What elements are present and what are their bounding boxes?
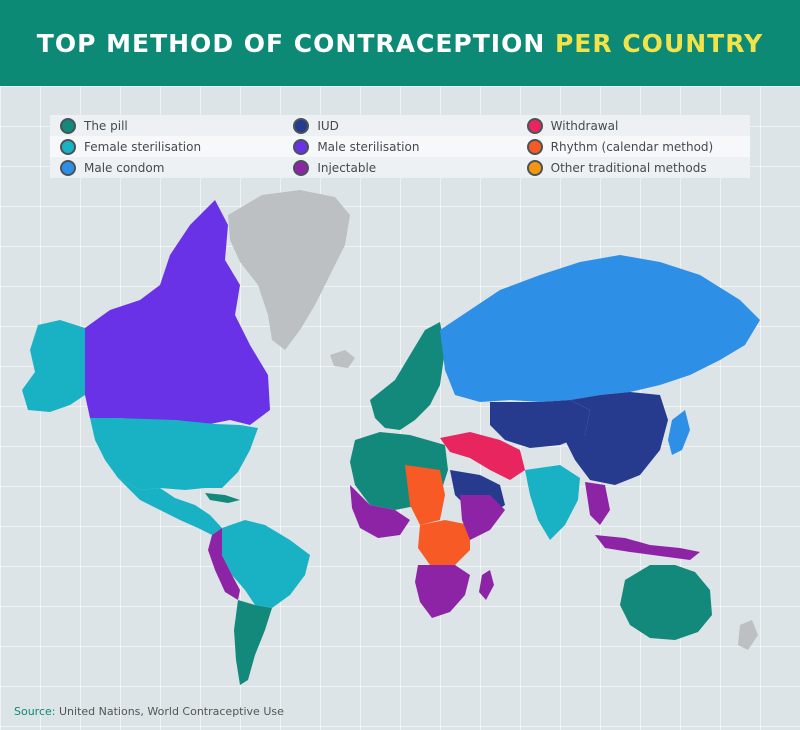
region-horn-of-africa [460, 495, 505, 540]
legend-item-male-sterilisation: Male sterilisation [283, 136, 516, 157]
title-accent: PER COUNTRY [554, 28, 764, 58]
legend-label: The pill [84, 118, 128, 133]
region-brazil [222, 520, 310, 608]
source-credit: Source: United Nations, World Contracept… [14, 705, 284, 718]
legend: The pill IUD Withdrawal Female sterilisa… [50, 115, 750, 178]
legend-item-withdrawal: Withdrawal [517, 115, 750, 136]
legend-label: Injectable [317, 160, 377, 175]
region-new-zealand [738, 620, 758, 650]
region-mexico [118, 478, 222, 535]
region-west-africa [350, 485, 410, 538]
legend-row-background [50, 157, 750, 178]
region-iceland [330, 350, 355, 368]
legend-swatch-withdrawal [526, 117, 543, 134]
legend-item-iud: IUD [283, 115, 516, 136]
legend-row-background [50, 136, 750, 157]
region-madagascar [479, 570, 494, 600]
page-title: TOP METHOD OF CONTRACEPTION PER COUNTRY [37, 29, 763, 58]
legend-item-female-sterilisation: Female sterilisation [50, 136, 283, 157]
legend-item-pill: The pill [50, 115, 283, 136]
region-south-asia [525, 465, 580, 540]
legend-item-injectable: Injectable [283, 157, 516, 178]
legend-swatch-male-condom [60, 159, 76, 176]
region-sahel [405, 465, 445, 525]
region-alaska [22, 320, 85, 412]
legend-label: IUD [317, 118, 339, 133]
source-text: United Nations, World Contraceptive Use [59, 705, 284, 718]
region-greenland [228, 190, 350, 350]
legend-item-male-condom: Male condom [50, 157, 283, 178]
region-caribbean [205, 493, 240, 503]
legend-label: Other traditional methods [550, 160, 707, 175]
region-southern-cone [234, 600, 272, 685]
region-southeast-asia [585, 482, 610, 525]
region-japan [668, 410, 690, 455]
legend-swatch-other-traditional [526, 159, 543, 176]
header-banner: TOP METHOD OF CONTRACEPTION PER COUNTRY [0, 0, 800, 86]
legend-label: Withdrawal [550, 118, 619, 133]
legend-label: Male condom [84, 160, 165, 175]
title-main: TOP METHOD OF CONTRACEPTION [36, 28, 546, 58]
region-australia [620, 565, 712, 640]
region-southern-africa [415, 565, 470, 618]
world-map [22, 190, 760, 685]
legend-label: Male sterilisation [317, 139, 420, 154]
legend-row-background [50, 115, 750, 136]
legend-swatch-rhythm [526, 138, 543, 155]
region-europe [370, 322, 445, 430]
region-central-africa [418, 520, 470, 565]
region-russia [440, 255, 760, 402]
region-canada [85, 200, 270, 425]
legend-swatch-pill [60, 117, 76, 134]
legend-swatch-male-sterilisation [293, 138, 310, 155]
region-middle-east-withdrawal [440, 432, 525, 480]
legend-item-rhythm: Rhythm (calendar method) [517, 136, 750, 157]
region-usa [90, 418, 258, 490]
region-andes [208, 528, 240, 600]
region-central-asia [490, 400, 590, 448]
source-label: Source: [14, 705, 56, 718]
legend-label: Rhythm (calendar method) [550, 139, 714, 154]
region-china [565, 392, 668, 485]
legend-item-other-traditional: Other traditional methods [517, 157, 750, 178]
region-indonesia [595, 535, 700, 560]
legend-label: Female sterilisation [84, 139, 202, 154]
legend-swatch-female-sterilisation [60, 138, 76, 155]
legend-swatch-iud [293, 117, 310, 134]
legend-swatch-injectable [293, 159, 310, 176]
